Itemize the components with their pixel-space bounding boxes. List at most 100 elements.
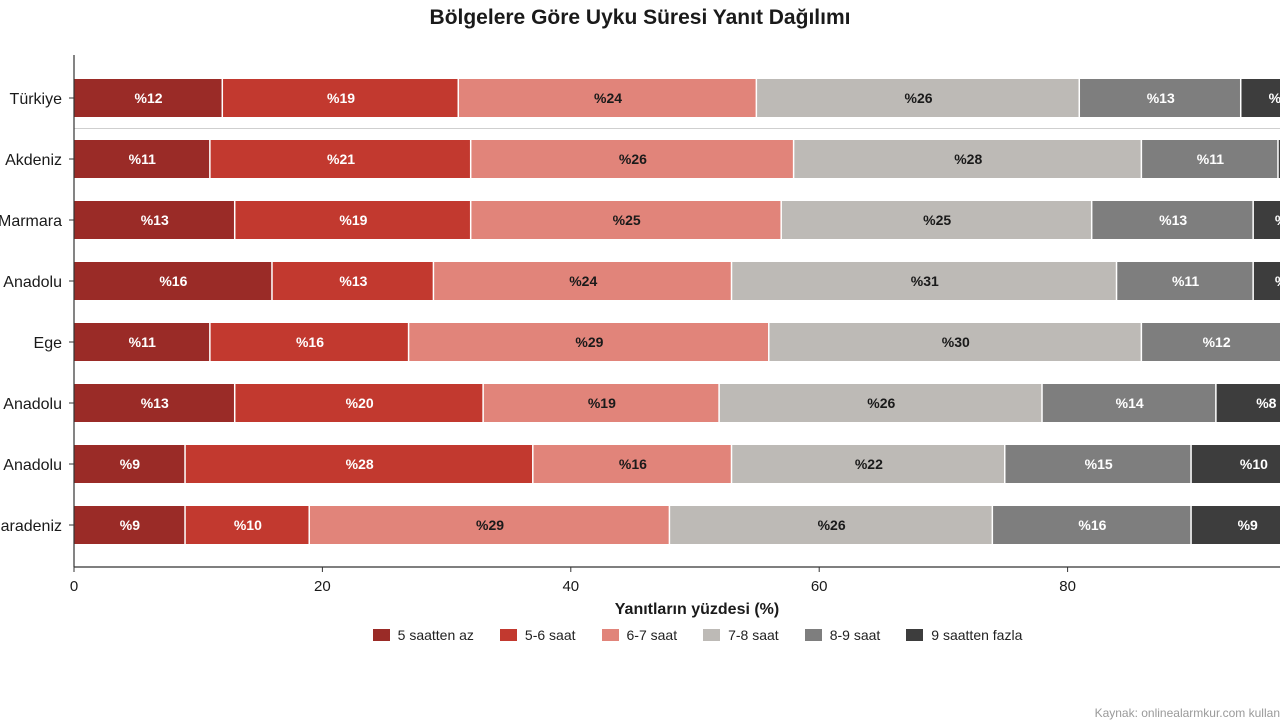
bar-segment	[1278, 140, 1280, 178]
chart-title: Bölgelere Göre Uyku Süresi Yanıt Dağılım…	[429, 6, 851, 29]
legend-item: 5-6 saat	[499, 627, 576, 643]
bar-segment	[1092, 201, 1253, 239]
chart-legend: 5 saatten az 5-6 saat 6-7 saat 7-8 saat 8-9 …	[0, 627, 1280, 643]
legend-label: 5 saatten az	[397, 627, 474, 643]
bar-segment	[210, 140, 470, 178]
bar-segment	[210, 323, 408, 361]
data-label: %19	[327, 90, 355, 106]
y-tick-label: [unclear] Anadolu	[0, 457, 62, 474]
data-label: %25	[613, 212, 641, 228]
x-tick-label: 20	[314, 578, 331, 595]
bar-segment	[1117, 262, 1253, 300]
legend-item: 6-7 saat	[601, 627, 678, 643]
legend-item: 8-9 saat	[804, 627, 881, 643]
data-label: %11	[1172, 273, 1199, 289]
data-label: %12	[1203, 334, 1231, 350]
bar-segment	[732, 262, 1116, 300]
source-note: Kaynak: onlinealarmkur.com kullan	[1094, 706, 1280, 720]
bar-segment	[409, 323, 769, 361]
bar-segment	[1216, 384, 1280, 422]
legend-swatch	[372, 629, 390, 641]
bar-segment	[74, 140, 210, 178]
legend-swatch	[906, 629, 924, 641]
legend-item: 9 saatten fazla	[906, 627, 1022, 643]
bar-segment	[1142, 140, 1278, 178]
y-tick-label: [unclear]aradeniz	[0, 518, 62, 535]
x-tick-label: 60	[811, 578, 828, 595]
data-label: %5	[1275, 273, 1280, 289]
bar-segment	[1191, 445, 1280, 483]
legend-label: 5-6 saat	[524, 627, 576, 643]
bar-segment	[533, 445, 731, 483]
bar-segment	[471, 201, 781, 239]
data-label: %13	[1147, 90, 1175, 106]
data-label: %16	[296, 334, 324, 350]
data-label: %11	[129, 151, 156, 167]
data-label: %28	[954, 151, 982, 167]
bar-segment	[185, 506, 309, 544]
data-label: %13	[141, 395, 169, 411]
bar-segment	[74, 384, 234, 422]
bar-segment	[74, 506, 185, 544]
legend-item: 5 saatten az	[372, 627, 474, 643]
bar-segment	[483, 384, 719, 422]
legend-label: 9 saatten fazla	[931, 627, 1023, 643]
data-label: %11	[1197, 151, 1224, 167]
y-tick-label: Ege	[34, 335, 63, 352]
bar-segment	[1253, 262, 1280, 300]
x-axis-label: Yanıtların yüzdesi (%)	[615, 601, 779, 618]
bar-segment	[74, 323, 210, 361]
bar-segment	[1080, 79, 1240, 117]
bar-segment	[471, 140, 793, 178]
x-tick-label: 80	[1059, 578, 1076, 595]
y-tick-label: Marmara	[0, 213, 62, 230]
data-label: %29	[575, 334, 603, 350]
data-label: %9	[120, 456, 140, 472]
data-label: %16	[159, 273, 187, 289]
data-label: %26	[905, 90, 933, 106]
data-label: %10	[1240, 456, 1268, 472]
data-label: %13	[1159, 212, 1187, 228]
bar-segment	[1191, 506, 1280, 544]
bar-segment	[732, 445, 1004, 483]
legend-swatch	[703, 629, 721, 641]
bar-segment	[781, 201, 1091, 239]
data-label: %22	[855, 456, 883, 472]
data-label: %6	[1269, 90, 1280, 106]
data-label: %24	[594, 90, 622, 106]
data-label: %19	[339, 212, 367, 228]
x-tick-label: 0	[70, 578, 78, 595]
data-label: %31	[911, 273, 939, 289]
data-label: %16	[1078, 517, 1106, 533]
data-label: %20	[346, 395, 374, 411]
bar-segment	[74, 262, 272, 300]
bar-segment	[1253, 201, 1280, 239]
data-label: %26	[867, 395, 895, 411]
bar-segment	[434, 262, 731, 300]
bar-segment	[235, 201, 470, 239]
data-label: %15	[1085, 456, 1113, 472]
data-label: %21	[327, 151, 355, 167]
data-label: %26	[619, 151, 647, 167]
bar-segment	[993, 506, 1191, 544]
data-label: %13	[339, 273, 367, 289]
data-label: %25	[923, 212, 951, 228]
bar-segment	[309, 506, 669, 544]
y-tick-label: [unclear] Anadolu	[0, 274, 62, 291]
x-tick-label: 40	[562, 578, 579, 595]
data-label: %16	[619, 456, 647, 472]
legend-label: 7-8 saat	[728, 627, 779, 643]
data-label: %30	[942, 334, 970, 350]
data-label: %10	[234, 517, 262, 533]
data-label: %24	[569, 273, 597, 289]
data-label: %14	[1116, 395, 1144, 411]
legend-swatch	[601, 629, 619, 641]
bar-segment	[223, 79, 458, 117]
legend-swatch	[499, 629, 517, 641]
legend-swatch	[804, 629, 822, 641]
legend-label: 8-9 saat	[829, 627, 881, 643]
data-label: %26	[818, 517, 846, 533]
bar-segment	[74, 445, 185, 483]
legend-label: 6-7 saat	[626, 627, 678, 643]
